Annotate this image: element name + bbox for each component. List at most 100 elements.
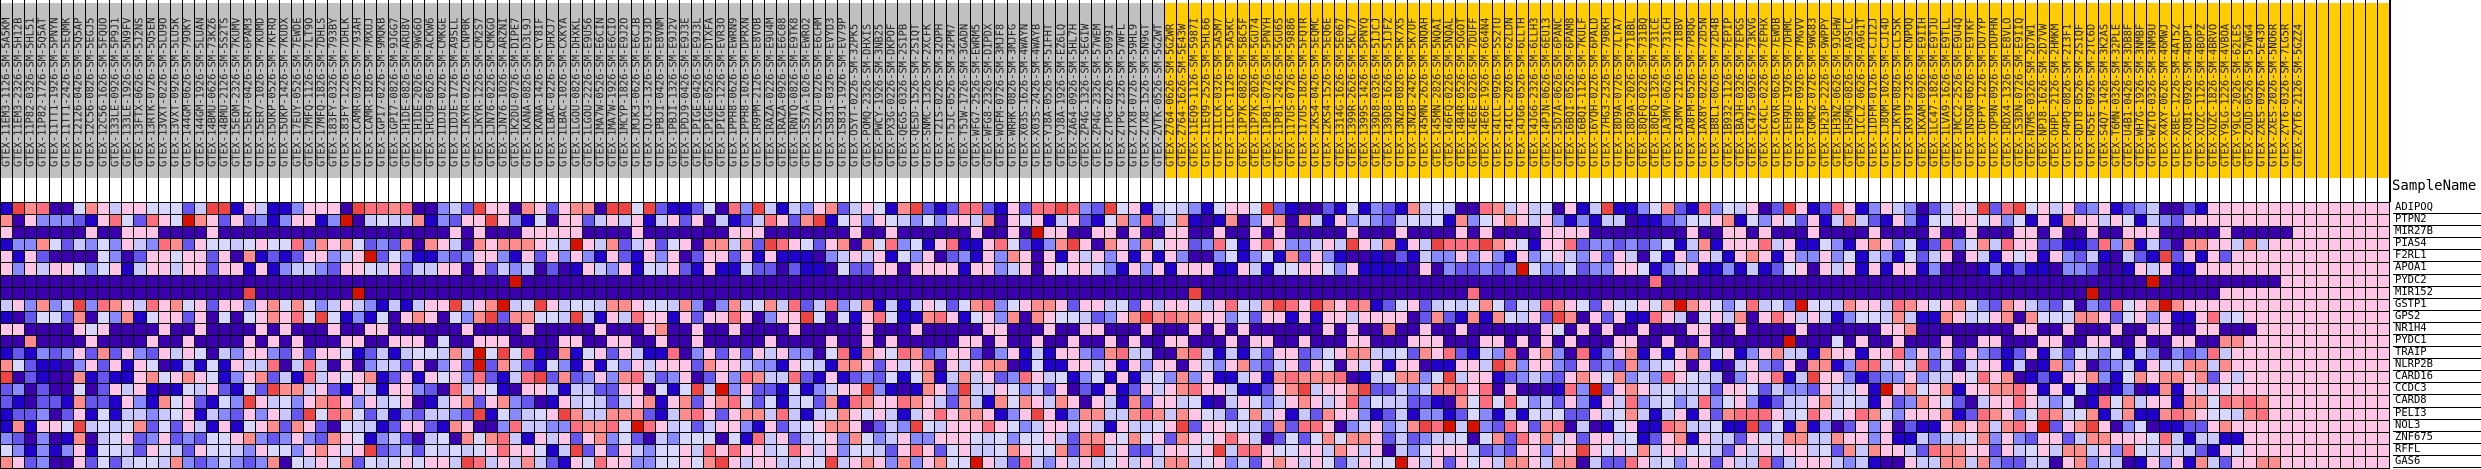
column-header: GTEX-1A3MV-0626-SM-731CH (1661, 0, 1674, 202)
sample-name-label: GTEX-183FY-0326-SM-793BY (327, 17, 340, 167)
sample-group-color-box: GTEX-16BQI-0526-SM-6PAM8 (1564, 3, 1577, 178)
sample-group-color-box: GTEX-1S831-0326-SM-EVYD3 (825, 3, 837, 178)
sample-group-color-box: GTEX-11P81-2426-SM-5GU65 (1273, 3, 1286, 178)
sample-name-label: GTEX-1ICLZ-0626-SM-A9G1T (1855, 17, 1868, 167)
sample-name-label: GTEX-SNMC-1326-SM-2XCFK (921, 23, 934, 167)
column-header: GTEX-1S831-0326-SM-EVYD3 (824, 0, 837, 202)
sample-group-color-box: GTEX-15ER7-1026-SM-7KUMD (255, 3, 267, 178)
column-header: GTEX-11EM3-1126-SM-5A5KM (0, 0, 13, 202)
sample-name-label: GTEX-11TT1-1926-SM-5PNYN (48, 17, 61, 167)
sample-name-label: GTEX-POMQ-2326-SM-DHXIS (861, 23, 874, 167)
sample-name-label: GTEX-1LC47-1826-SM-E9TJU (1928, 17, 1941, 167)
sample-name-label: GTEX-16BQI-0526-SM-6PAM8 (1564, 17, 1577, 167)
sample-group-color-box: GTEX-13RTK-0726-SM-5Q5EN (146, 3, 158, 178)
sample-name-label: GTEX-XBEC-1226-SM-4AT5Z (2170, 23, 2183, 167)
sample-name-label: GTEX-1JN76-1026-SM-ARZNI (497, 17, 510, 167)
sample-group-color-box: GTEX-144GM-1926-SM-5LUAN (194, 3, 207, 178)
sample-name-label: GTEX-1KANA-1426-SM-CY8IF (533, 17, 546, 167)
column-header: GTEX-139D8-1626-SM-5IJFZ (1382, 0, 1395, 202)
sample-group-color-box: GTEX-1JN76-1026-SM-ARZNI (497, 3, 510, 178)
sample-group-color-box: GTEX-11LCK-0326-SM-5A5M7 (1212, 3, 1225, 178)
sample-group-color-box: GTEX-18D9A-0726-SM-7LTA7 (1613, 3, 1625, 178)
column-header (2304, 0, 2317, 202)
sample-name-label: GTEX-11P81-2426-SM-5GU65 (1273, 17, 1286, 167)
column-header: GTEX-1ICLZ-0626-SM-A9G1T (1855, 0, 1868, 202)
sample-group-color-box: GTEX-13NZB-0826-SM-5K7X5 (1395, 3, 1407, 178)
column-header: GTEX-11TT1-1926-SM-5PNYN (48, 0, 61, 202)
sample-group-color-box: GTEX-T2IS-0226-SM-32OPH (934, 3, 946, 178)
sample-name-label: GTEX-1MCC2-2526-SM-E9U4Q (1952, 17, 1965, 167)
sample-group-color-box: GTEX-PWCY-1926-SM-3NB25 (873, 3, 886, 178)
column-header: GTEX-ZP4G-2326-SM-57WEM (1091, 0, 1104, 202)
column-header: GTEX-1JN76-0226-SM-CMKGO (485, 0, 498, 202)
sample-group-color-box: GTEX-15EOM-2326-SM-7KUMV (230, 3, 243, 178)
sample-group-color-box: GTEX-183FY-0326-SM-793BY (327, 3, 340, 178)
sample-name-label: GTEX-14BMU-2126-SM-5S2TS (218, 17, 231, 167)
sample-group-color-box: GTEX-11P7K-2026-SM-5GU74 (1249, 3, 1262, 178)
column-header: GTEX-1PIGE-0526-SM-DTXFA (703, 0, 716, 202)
sample-group-color-box: GTEX-POMQ-2326-SM-DHXIS (861, 3, 874, 178)
column-header: GTEX-1C6VR-0626-SM-7EWDB (1770, 0, 1783, 202)
column-header: GTEX-1IDJE-0226-SM-CMKGE (436, 0, 449, 202)
sample-name-label: GTEX-1LGOU-2226-SM-E9U56 (582, 17, 595, 167)
column-header (2364, 0, 2377, 202)
sample-name-label: GTEX-1KANA-0826-SM-D3L9J (521, 17, 534, 167)
sample-name-label: GTEX-17EUY-0526-SM-7EWDE (291, 17, 304, 167)
sample-group-color-box: GTEX-1RAZA-0226-SM-E9U4M (764, 3, 777, 178)
row-label: PELI3 (2393, 407, 2481, 420)
sample-name-label: GTEX-1B932-1126-SM-7EPIP (1722, 17, 1735, 167)
sample-group-color-box: GTEX-OHPL-2126-SM-2HMKM (2050, 3, 2062, 178)
sample-group-color-box: GTEX-1H1DE-2026-SM-9WG6O (412, 3, 425, 178)
column-header: GTEX-1314G-1626-SM-5E067 (1333, 0, 1347, 202)
column-header: GTEX-18D9A-0726-SM-7LTA7 (1612, 0, 1625, 202)
sample-name-label: GTEX-15ER7-0426-SM-6PAM3 (242, 17, 255, 167)
sample-group-color-box: GTEX-1PBJI-1326-SM-E9J2V (667, 3, 680, 178)
row-label: NOL3 (2393, 419, 2481, 432)
column-header: GTEX-15D7A-0626-SM-6PANC (1552, 0, 1565, 202)
sample-group-color-box: GTEX-ZP4G-1326-SM-5EGIW (1079, 3, 1092, 178)
sample-name-label: GTEX-WH7G-1926-SM-3NMBF (2134, 23, 2147, 167)
sample-name-label: GTEX-T5JC-0526-SM-32PM7 (945, 23, 958, 167)
column-header: GTEX-1PIGE-0426-SM-E9J3L (691, 0, 704, 202)
sample-group-color-box: GTEX-1GMR2-0726-SM-9WG83 (1807, 3, 1820, 178)
column-header: GTEX-1LBAC-0226-SM-DHXJ7 (545, 0, 558, 202)
column-header: GTEX-T2IS-0226-SM-32OPH (933, 0, 946, 202)
sample-name-label: GTEX-13FTX-0626-SM-5J2NS (133, 17, 146, 167)
column-header: GTEX-14JG6-0526-SM-6LLTH (1515, 0, 1528, 202)
sample-group-color-box: GTEX-13FTX-0626-SM-5J2NS (133, 3, 146, 178)
sample-name-label: GTEX-11LCK-0326-SM-5A5M7 (1212, 17, 1225, 167)
sample-group-color-box: GTEX-ZTX8-1526-SM-5N9GT (1140, 3, 1153, 178)
sample-group-color-box: GTEX-18D9A-2026-SM-718BL (1625, 3, 1638, 178)
sample-name-label: GTEX-1HSMQ-0826-SM-A9SLC (1843, 17, 1856, 167)
sample-name-label: GTEX-O5YT-0226-SM-32PK5 (848, 23, 861, 167)
sample-name-label: GTEX-YJ8A-0526-SM-5IFHT (1042, 23, 1055, 167)
column-header: GTEX-1GMR2-0726-SM-9WG83 (1806, 0, 1820, 202)
column-header: GTEX-14ICL-2026-SM-62LDN (1503, 0, 1516, 202)
column-header: GTEX-11LCK-1126-SM-5A5KC (1224, 0, 1237, 202)
sample-name-label: GTEX-1PIGE-1226-SM-EVR3O (715, 17, 728, 167)
column-header: GTEX-1S57A-1026-SM-EWRO2 (800, 0, 813, 202)
sample-group-color-box: GTEX-1PIGE-0526-SM-DTXFA (703, 3, 716, 178)
column-header: GTEX-POMQ-2326-SM-DHXIS (861, 0, 874, 202)
sample-name-label: GTEX-X4XY-0626-SM-46MWJ (2158, 23, 2171, 167)
sample-group-color-box: GTEX-1H23P-2226-SM-9WPPY (1819, 3, 1832, 178)
sample-name-label: GTEX-1B8L1-0626-SM-72D4B (1709, 17, 1722, 167)
column-header: GTEX-XQ8I-0926-SM-4BOP1 (2182, 0, 2195, 202)
column-header: GTEX-XBEC-1226-SM-4AT5Z (2170, 0, 2183, 202)
sample-group-color-box: GTEX-P4PQ-0826-SM-2I3F1 (2062, 3, 2074, 178)
sample-name-label: GTEX-1R9PM-2126-SM-E8VOB (751, 17, 764, 167)
sample-name-label: GTEX-1QP9N-0926-SM-DUPHN (1988, 17, 2001, 167)
sample-name-label: GTEX-ZOUD-0526-SM-57WG4 (2243, 23, 2256, 167)
sample-name-label: GTEX-YJ8A-1926-SM-EZ6LQ (1055, 23, 1068, 167)
sample-group-color-box: GTEX-11LCK-1126-SM-5A5KC (1225, 3, 1237, 178)
sample-group-color-box: GTEX-SNMC-1326-SM-2XCFK (921, 3, 934, 178)
column-header (2328, 0, 2341, 202)
column-header: GTEX-YJ8A-0526-SM-5IFHT (1042, 0, 1056, 202)
column-header: GTEX-1JKYN-0826-SM-CL55K (1891, 0, 1904, 202)
sample-name-label: GTEX-1K9T9-2326-SM-CNPOQ (1903, 17, 1916, 167)
sample-name-label: GTEX-1GPI7-0226-SM-9MQKB (375, 17, 388, 167)
column-header: GTEX-ZYT6-2126-SM-5GZZ4 (2291, 0, 2305, 202)
column-header: GTEX-16BQI-1126-SM-7KULF (1576, 0, 1589, 202)
sample-group-color-box: GTEX-1JN76-0226-SM-CMKGO (485, 3, 498, 178)
